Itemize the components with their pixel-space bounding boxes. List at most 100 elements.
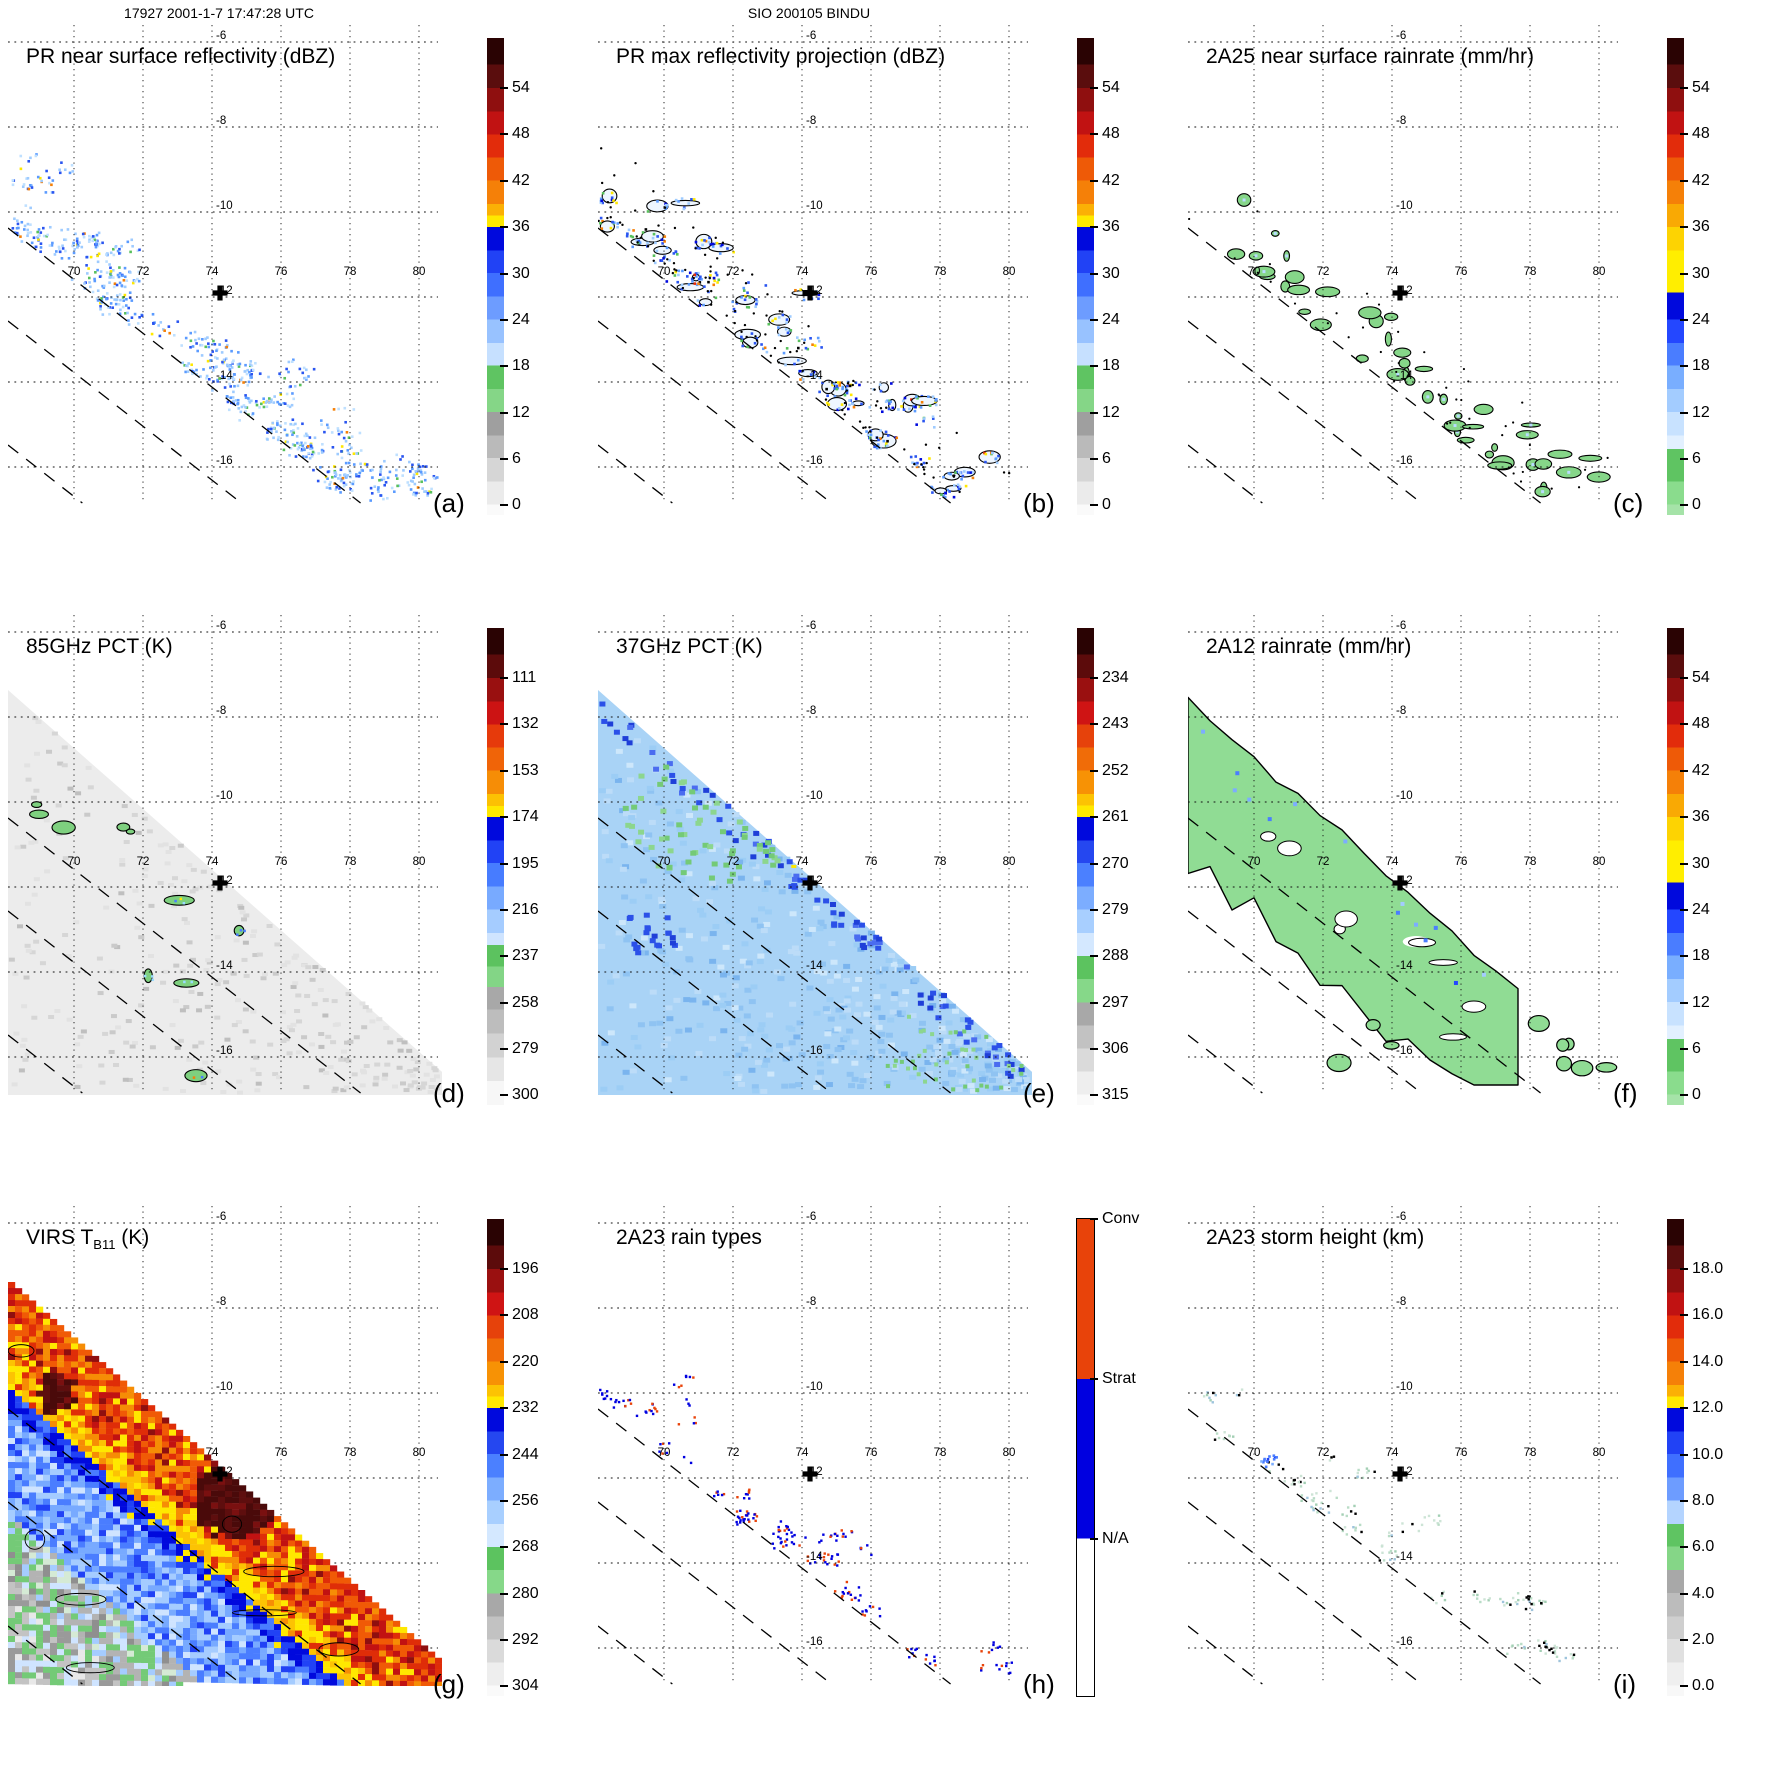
lon-tick-label: 72 xyxy=(727,266,740,278)
panel-colorbar xyxy=(1076,1218,1095,1697)
panel-letter: (f) xyxy=(1613,1078,1638,1108)
panel-a: 70 72 74 76 78 80 -6 -8 -10 -12 -14 -16 PR near sur… xyxy=(0,0,590,590)
colorbar-tick-mark xyxy=(1680,769,1688,772)
lat-tick-label: -16 xyxy=(216,455,233,467)
lat-tick-label: -14 xyxy=(1396,960,1413,972)
colorbar-tick-label: 0 xyxy=(1692,496,1701,514)
lon-tick-label: 70 xyxy=(68,266,81,278)
colorbar-tick-mark xyxy=(1680,955,1688,958)
colorbar-tick-mark xyxy=(1680,1639,1688,1641)
lon-tick-label: 76 xyxy=(865,1447,878,1459)
lon-tick-label: 70 xyxy=(1248,266,1261,278)
colorbar-tick-mark xyxy=(1680,723,1688,726)
lon-tick-label: 78 xyxy=(934,266,947,278)
lon-tick-label: 76 xyxy=(1455,1447,1468,1459)
colorbar-tick-mark xyxy=(1090,769,1098,772)
data-field xyxy=(8,690,442,1095)
colorbar-tick-label: 18 xyxy=(1692,947,1710,965)
colorbar-tick-mark xyxy=(1680,318,1688,321)
panel-title: 37GHz PCT (K) xyxy=(616,635,763,661)
map-overlays xyxy=(598,227,951,504)
colorbar-tick-mark xyxy=(1090,179,1098,182)
colorbar-tick-label: 6 xyxy=(1102,450,1111,467)
colorbar-tick-label: 220 xyxy=(512,1352,539,1370)
swath-edge-dashed-line xyxy=(1188,817,1541,1094)
panel-title-tail: (K) xyxy=(115,1226,150,1249)
lat-tick-label: -8 xyxy=(806,1296,816,1308)
colorbar-tick-mark xyxy=(1090,87,1098,90)
panel-colorbar xyxy=(487,628,504,1105)
swath-edge-dashed-line xyxy=(598,1408,951,1685)
lon-tick-label: 76 xyxy=(865,266,878,278)
lon-tick-label: 72 xyxy=(727,856,740,868)
panel-colorbar xyxy=(487,1219,504,1696)
lat-tick-label: -14 xyxy=(806,960,823,972)
colorbar-tick-label: 54 xyxy=(1692,669,1710,687)
colorbar-tick-mark xyxy=(1090,411,1098,414)
swath-edge-dashed-line xyxy=(8,227,361,504)
orbit-timestamp-header: 17927 2001-1-7 17:47:28 UTC xyxy=(124,5,314,21)
lat-tick-label: -10 xyxy=(216,200,233,212)
colorbar-tick-mark xyxy=(500,1360,508,1363)
lon-tick-label: 72 xyxy=(137,856,150,868)
colorbar-tick-label: 36 xyxy=(1692,218,1710,236)
colorbar-tick-mark xyxy=(1090,955,1098,958)
colorbar-tick-label: 48 xyxy=(1102,125,1120,143)
lon-tick-label: 70 xyxy=(658,856,671,868)
swath-edge-dashed-line xyxy=(8,444,83,504)
case-id-header: SIO 200105 BINDU xyxy=(747,5,871,21)
colorbar-tick-label: 216 xyxy=(512,900,539,918)
lon-tick-label: 76 xyxy=(275,1447,288,1459)
lon-tick-label: 72 xyxy=(1317,266,1330,278)
panel-colorbar xyxy=(1077,628,1094,1105)
colorbar-tick-label: 16.0 xyxy=(1692,1306,1724,1324)
lon-tick-label: 70 xyxy=(1248,1447,1261,1459)
colorbar-tick-mark xyxy=(500,411,508,414)
colorbar-tick-mark xyxy=(1090,1048,1098,1050)
colorbar-tick-mark xyxy=(1680,179,1688,182)
colorbar-tick-label: 18 xyxy=(1692,357,1710,375)
lat-tick-label: -14 xyxy=(806,1551,823,1563)
colorbar-tick-mark xyxy=(500,87,508,90)
colorbar-tick-label: 2.0 xyxy=(1692,1631,1715,1648)
swath-edge-dashed-line xyxy=(8,817,361,1094)
lon-tick-label: 78 xyxy=(934,1447,947,1459)
colorbar-tick-mark xyxy=(500,1314,508,1317)
lat-tick-label: -16 xyxy=(806,455,823,467)
colorbar-tick-mark xyxy=(1680,1001,1688,1004)
panel-letter: (b) xyxy=(1023,488,1055,518)
lon-tick-label: 70 xyxy=(658,266,671,278)
storm-center-cross-marker xyxy=(802,1466,818,1482)
panel-colorbar xyxy=(1077,38,1094,515)
colorbar-tick-label: 237 xyxy=(512,947,539,965)
map-overlays xyxy=(598,1408,951,1685)
panel-title: 85GHz PCT (K) xyxy=(26,635,173,661)
colorbar-tick-label: 196 xyxy=(512,1260,539,1278)
swath-edge-dashed-line xyxy=(598,227,951,504)
panel-title: VIRS TB11 (K) xyxy=(26,1226,149,1252)
colorbar-tick-label: 243 xyxy=(1102,715,1129,733)
panel-title-main: 37GHz PCT (K) xyxy=(616,635,763,658)
colorbar-tick-label: 234 xyxy=(1102,669,1129,687)
lon-tick-label: 80 xyxy=(413,266,426,278)
swath-edge-dashed-line xyxy=(598,1034,673,1094)
swath-edge-dashed-line xyxy=(1188,1034,1263,1094)
lon-tick-label: 78 xyxy=(344,266,357,278)
lon-tick-label: 74 xyxy=(1386,856,1399,868)
lat-tick-label: -6 xyxy=(216,30,226,42)
lon-tick-label: 74 xyxy=(1386,1447,1399,1459)
colorbar-tick-mark xyxy=(500,226,508,229)
swath-edge-dashed-line xyxy=(1188,910,1422,1094)
data-field xyxy=(599,1374,1014,1675)
swath-edge-dashed-line xyxy=(1188,1501,1422,1685)
lat-tick-label: -6 xyxy=(806,1211,816,1223)
panel-letter: (g) xyxy=(433,1669,465,1699)
panel-title: 2A12 rainrate (mm/hr) xyxy=(1206,635,1411,661)
colorbar-tick-mark xyxy=(1090,504,1098,507)
swath-edge-dashed-line xyxy=(598,910,832,1094)
colorbar-tick-label: 14.0 xyxy=(1692,1352,1724,1370)
